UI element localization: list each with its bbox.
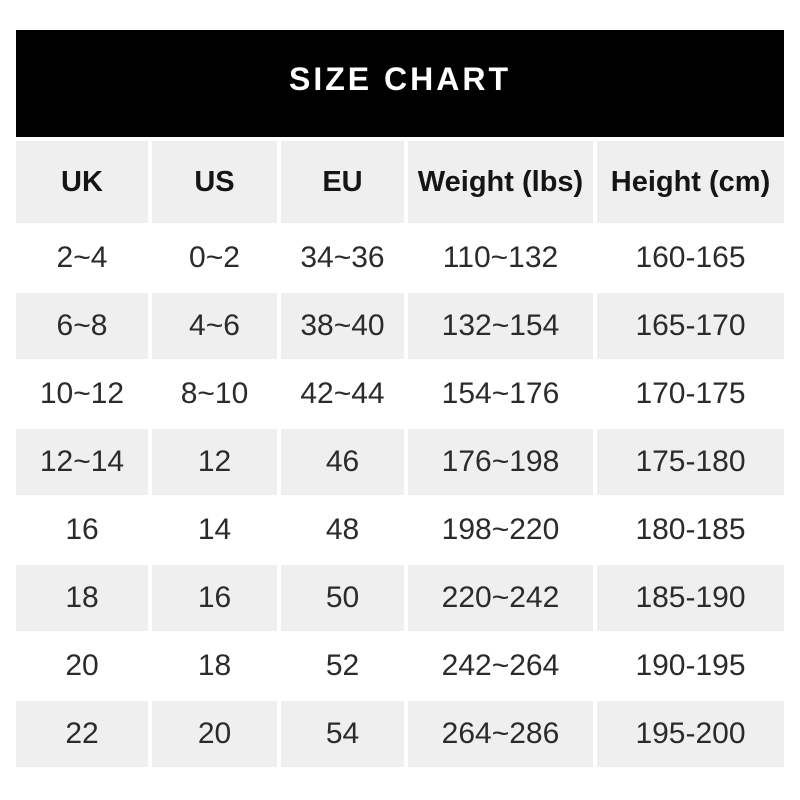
cell-uk: 22 (16, 701, 148, 767)
cell-weight: 264~286 (408, 701, 593, 767)
cell-uk: 20 (16, 633, 148, 699)
cell-eu: 52 (281, 633, 404, 699)
column-header-weight: Weight (lbs) (408, 141, 593, 223)
column-header-eu: EU (281, 141, 404, 223)
table-row: 10~12 8~10 42~44 154~176 170-175 (16, 361, 784, 427)
cell-uk: 18 (16, 565, 148, 631)
cell-uk: 16 (16, 497, 148, 563)
cell-uk: 12~14 (16, 429, 148, 495)
cell-us: 12 (152, 429, 277, 495)
cell-weight: 220~242 (408, 565, 593, 631)
cell-uk: 2~4 (16, 225, 148, 291)
cell-eu: 48 (281, 497, 404, 563)
cell-weight: 198~220 (408, 497, 593, 563)
table-header-row: UK US EU Weight (lbs) Height (cm) (16, 141, 784, 223)
cell-height: 185-190 (597, 565, 784, 631)
cell-height: 160-165 (597, 225, 784, 291)
cell-us: 4~6 (152, 293, 277, 359)
table-row: 20 18 52 242~264 190-195 (16, 633, 784, 699)
table-row: 12~14 12 46 176~198 175-180 (16, 429, 784, 495)
table-row: 6~8 4~6 38~40 132~154 165-170 (16, 293, 784, 359)
cell-height: 195-200 (597, 701, 784, 767)
cell-us: 8~10 (152, 361, 277, 427)
column-header-height: Height (cm) (597, 141, 784, 223)
cell-eu: 34~36 (281, 225, 404, 291)
cell-eu: 42~44 (281, 361, 404, 427)
table-body: UK US EU Weight (lbs) Height (cm) 2~4 0~… (16, 141, 784, 767)
cell-uk: 10~12 (16, 361, 148, 427)
table-row: 22 20 54 264~286 195-200 (16, 701, 784, 767)
column-header-uk: UK (16, 141, 148, 223)
cell-eu: 54 (281, 701, 404, 767)
cell-weight: 132~154 (408, 293, 593, 359)
cell-height: 180-185 (597, 497, 784, 563)
cell-uk: 6~8 (16, 293, 148, 359)
cell-us: 18 (152, 633, 277, 699)
cell-eu: 50 (281, 565, 404, 631)
cell-us: 0~2 (152, 225, 277, 291)
title-band: SIZE CHART (16, 30, 784, 137)
size-chart-table: SIZE CHART UK US EU Weight (lbs) Height … (16, 30, 784, 767)
cell-weight: 176~198 (408, 429, 593, 495)
cell-us: 14 (152, 497, 277, 563)
cell-eu: 38~40 (281, 293, 404, 359)
cell-weight: 154~176 (408, 361, 593, 427)
cell-weight: 242~264 (408, 633, 593, 699)
cell-height: 190-195 (597, 633, 784, 699)
cell-us: 16 (152, 565, 277, 631)
column-header-us: US (152, 141, 277, 223)
page-title: SIZE CHART (289, 61, 511, 97)
cell-height: 165-170 (597, 293, 784, 359)
cell-height: 170-175 (597, 361, 784, 427)
table-row: 18 16 50 220~242 185-190 (16, 565, 784, 631)
table-row: 16 14 48 198~220 180-185 (16, 497, 784, 563)
cell-us: 20 (152, 701, 277, 767)
cell-height: 175-180 (597, 429, 784, 495)
table-row: 2~4 0~2 34~36 110~132 160-165 (16, 225, 784, 291)
cell-eu: 46 (281, 429, 404, 495)
cell-weight: 110~132 (408, 225, 593, 291)
